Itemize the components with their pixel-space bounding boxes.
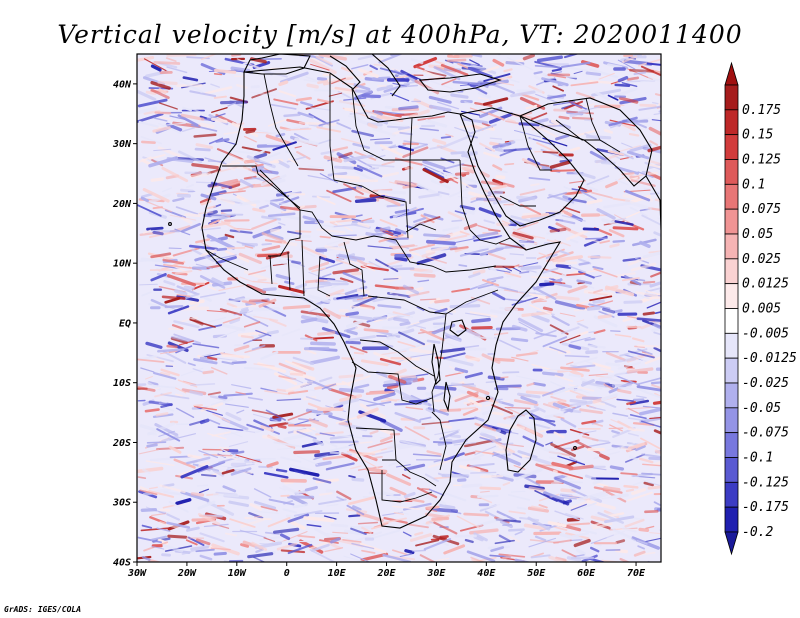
y-tick-label: 30N [112,139,132,150]
x-tick-label: 10W [228,568,247,579]
vertical-velocity-field [137,54,661,562]
colorbar-swatch [724,159,739,185]
lake-victoria [449,319,467,337]
colorbar-label: -0.175 [742,500,789,515]
colorbar-label: 0.005 [742,302,781,317]
colorbar-swatch [724,357,739,384]
colorbar-swatch [724,407,739,434]
colorbar-label: 0.05 [742,227,773,242]
colorbar-swatch [724,457,739,483]
map-frame [136,53,662,563]
y-tick-label: 20N [112,199,132,210]
x-tick-label: 30E [426,568,446,579]
colorbar-label: -0.075 [742,426,789,441]
y-tick-label: 10S [113,378,131,389]
y-tick-label: 40N [113,79,132,90]
colorbar-swatch [724,233,739,260]
y-tick-label: 40S [113,558,131,569]
x-tick-label: 70E [627,568,646,579]
colorbar-swatch [724,308,739,334]
lake-malawi [443,381,451,413]
madagascar-coastline [505,409,537,473]
colorbar-swatch [724,382,739,409]
colorbar-swatch [724,134,739,160]
y-tick-label: 20S [112,438,131,449]
colorbar-swatch [724,258,739,285]
colorbar-swatch [724,183,739,210]
colorbar-label: 0.075 [742,202,781,217]
x-tick-label: 50E [527,568,546,579]
arabia-coastline [459,107,585,227]
colorbar-top-arrow [724,61,739,86]
colorbar-label: 0.0125 [742,277,789,292]
colorbar-swatch [724,283,739,309]
colorbar-label: -0.005 [742,326,789,341]
lake-tanganyika [431,343,441,386]
colorbar-label: -0.025 [742,376,789,391]
x-tick-label: 0 [284,568,290,579]
x-tick-label: 10E [328,568,347,579]
x-tick-label: 30W [127,568,147,579]
europe-coastline [329,54,502,97]
iberia-coastline [243,54,311,75]
y-tick-label: 10N [113,259,132,270]
colorbar-swatch [724,481,739,508]
colorbar-swatch [724,506,739,533]
map-title: Vertical velocity [m/s] at 400hPa, VT: 2… [57,20,742,49]
grads-credit: GrADS: IGES/COLA [4,605,81,614]
colorbar-swatch [724,432,739,458]
colorbar-swatch [724,208,739,235]
colorbar-label: 0.025 [742,252,781,267]
colorbar-label: -0.2 [742,525,773,540]
colorbar-label: 0.125 [742,153,781,168]
colorbar-label: 0.175 [742,103,781,118]
x-tick-label: 40E [477,568,496,579]
country-borders-layer [205,73,621,503]
y-tick-label: EQ [119,318,131,329]
colorbar-swatch [724,84,739,111]
colorbar-label: -0.125 [742,475,789,490]
x-tick-label: 60E [577,568,596,579]
colorbar-label: -0.1 [742,451,773,466]
colorbar-label: -0.0125 [742,351,797,366]
x-tick-label: 20W [177,568,197,579]
map-axes: 30W 20W 10W 0 10E 20E 30E 40E 50E 60E 70E 40N 30N 20N… [112,79,646,579]
colorbar-label: -0.05 [742,401,781,416]
colorbar-label: 0.1 [742,177,765,192]
colorbar-bottom-arrow [724,531,739,556]
y-tick-label: 30S [112,498,131,509]
x-tick-label: 20E [376,568,396,579]
africa-coastline [201,66,562,529]
colorbar-swatch [724,109,739,136]
colorbar: 0.175 0.15 0.125 0.1 0.075 0.05 0.025 0.0125 0.0… [724,61,797,556]
colorbar-swatch [724,332,739,359]
colorbar-label: 0.15 [742,128,773,143]
